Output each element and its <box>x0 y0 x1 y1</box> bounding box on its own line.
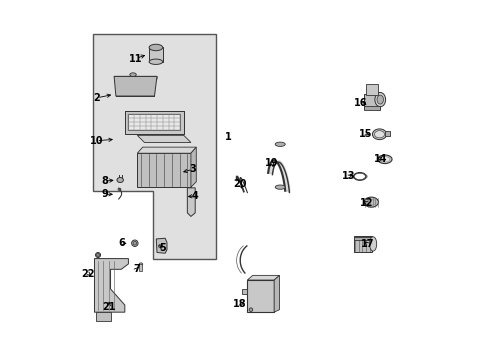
Bar <box>137 153 190 187</box>
Bar <box>353 237 372 240</box>
Polygon shape <box>114 76 157 96</box>
Polygon shape <box>156 238 166 253</box>
Text: 14: 14 <box>373 154 387 163</box>
Text: 4: 4 <box>191 191 198 201</box>
Polygon shape <box>94 258 128 312</box>
Bar <box>124 111 183 134</box>
Ellipse shape <box>248 308 252 311</box>
Ellipse shape <box>97 253 99 256</box>
Polygon shape <box>187 188 195 216</box>
Ellipse shape <box>117 177 123 183</box>
Polygon shape <box>137 147 196 153</box>
Text: 10: 10 <box>89 136 103 146</box>
Text: 19: 19 <box>264 158 278 168</box>
Text: 3: 3 <box>189 164 196 174</box>
Bar <box>96 312 110 321</box>
Polygon shape <box>242 289 247 294</box>
Text: 15: 15 <box>359 129 372 139</box>
Text: 6: 6 <box>118 238 124 248</box>
Bar <box>128 114 180 130</box>
Text: 16: 16 <box>353 98 366 108</box>
Text: 11: 11 <box>128 54 142 64</box>
Text: 5: 5 <box>159 243 165 253</box>
Bar <box>247 280 274 312</box>
Text: 17: 17 <box>360 239 374 249</box>
Text: 18: 18 <box>233 299 246 309</box>
Ellipse shape <box>369 237 376 251</box>
Polygon shape <box>137 135 190 143</box>
Ellipse shape <box>158 244 163 248</box>
Ellipse shape <box>374 93 385 107</box>
Ellipse shape <box>149 59 163 64</box>
Ellipse shape <box>372 129 386 140</box>
Ellipse shape <box>275 142 285 147</box>
Ellipse shape <box>379 157 389 162</box>
Text: 22: 22 <box>81 269 95 279</box>
Ellipse shape <box>275 185 285 189</box>
Bar <box>353 236 372 252</box>
Ellipse shape <box>133 242 136 245</box>
Ellipse shape <box>95 252 101 257</box>
Ellipse shape <box>377 155 391 163</box>
Ellipse shape <box>139 263 142 266</box>
Polygon shape <box>190 147 196 187</box>
Polygon shape <box>274 275 279 312</box>
Ellipse shape <box>149 44 163 51</box>
Text: 12: 12 <box>360 198 373 208</box>
Bar <box>364 94 380 109</box>
Bar <box>139 264 142 271</box>
Polygon shape <box>247 275 279 280</box>
Ellipse shape <box>376 95 383 104</box>
Text: 13: 13 <box>342 171 355 181</box>
Polygon shape <box>114 76 157 84</box>
Bar <box>364 107 380 110</box>
Bar <box>365 84 378 95</box>
Polygon shape <box>93 33 216 258</box>
Bar <box>384 131 389 136</box>
Text: 2: 2 <box>93 93 100 103</box>
Ellipse shape <box>130 73 136 76</box>
Text: 7: 7 <box>133 264 140 274</box>
Text: 9: 9 <box>101 189 108 199</box>
Ellipse shape <box>364 197 378 207</box>
Text: 1: 1 <box>224 132 231 142</box>
Text: 21: 21 <box>102 302 115 312</box>
Ellipse shape <box>131 240 138 247</box>
Text: 8: 8 <box>101 176 108 186</box>
Text: 20: 20 <box>233 179 246 189</box>
Ellipse shape <box>374 131 384 138</box>
Bar <box>149 48 163 62</box>
